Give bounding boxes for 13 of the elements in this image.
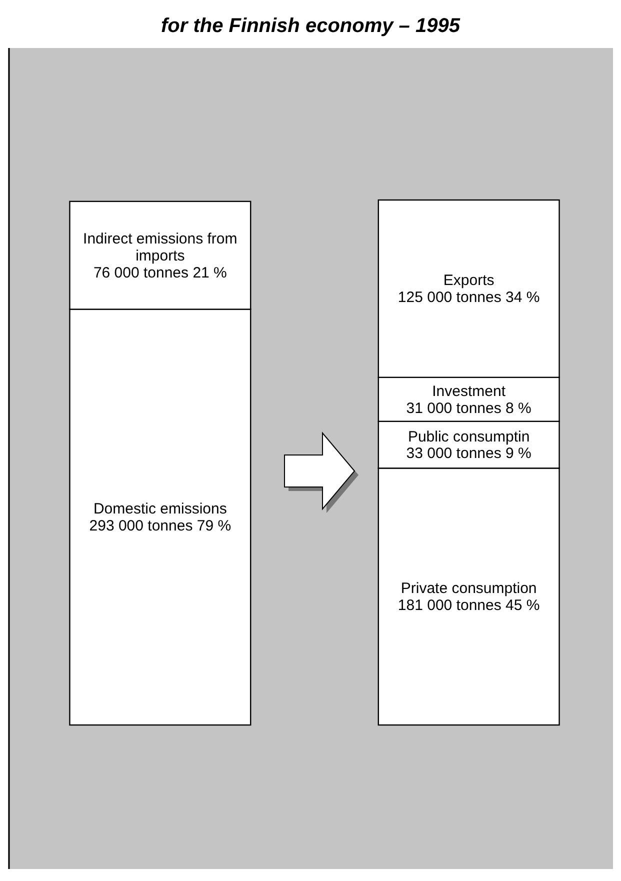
data-label: 76 000 tonnes 21 %: [93, 264, 227, 281]
series-label: Exports: [443, 272, 494, 289]
series-label: Domestic emissions: [93, 500, 227, 518]
data-label: 125 000 tonnes 34 %: [398, 288, 540, 306]
data-label: 31 000 tonnes 8 %: [406, 399, 532, 416]
data-label: 293 000 tonnes 79 %: [89, 517, 232, 534]
data-label: 33 000 tonnes 9 %: [406, 444, 532, 462]
series-label: Indirect emissions from imports: [83, 230, 238, 264]
chart-title: for the Finnish economy – 1995: [161, 15, 461, 37]
data-label: 181 000 tonnes 45 %: [398, 596, 540, 614]
series-label: Private consumption: [400, 580, 537, 597]
series-label: Investment: [432, 382, 506, 400]
series-label: Public consumptin: [408, 428, 530, 445]
